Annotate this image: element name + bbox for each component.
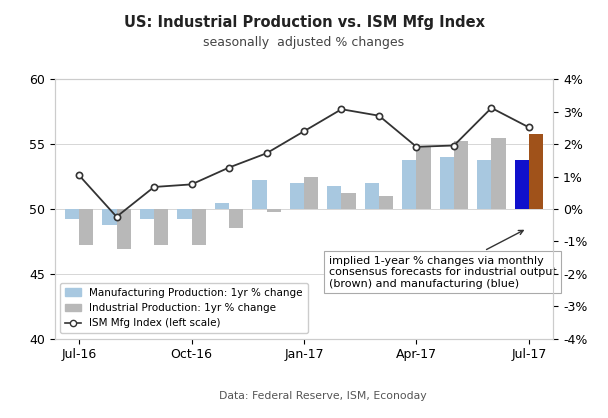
Bar xyxy=(342,193,356,209)
Text: TradingFloor·com: TradingFloor·com xyxy=(35,393,144,403)
Bar xyxy=(65,209,79,219)
Bar xyxy=(192,209,206,245)
Bar xyxy=(529,135,543,209)
Bar xyxy=(154,209,168,245)
Bar xyxy=(266,209,281,212)
Bar xyxy=(379,196,393,209)
Bar xyxy=(416,148,430,209)
Text: GROUP: GROUP xyxy=(13,402,33,407)
Bar xyxy=(365,183,379,209)
Bar xyxy=(178,209,192,219)
Bar xyxy=(304,176,318,209)
Text: implied 1-year % changes via monthly
consensus forecasts for industrial output
(: implied 1-year % changes via monthly con… xyxy=(329,230,557,289)
Text: SAXO: SAXO xyxy=(11,389,35,398)
Bar xyxy=(229,209,243,228)
Bar xyxy=(327,186,342,209)
Bar xyxy=(491,138,506,209)
Bar xyxy=(117,209,131,250)
Text: US: Industrial Production vs. ISM Mfg Index: US: Industrial Production vs. ISM Mfg In… xyxy=(123,15,485,30)
Bar xyxy=(454,141,468,209)
Legend: Manufacturing Production: 1yr % change, Industrial Production: 1yr % change, ISM: Manufacturing Production: 1yr % change, … xyxy=(60,283,308,334)
Bar xyxy=(402,161,416,209)
Bar xyxy=(140,209,154,219)
Bar xyxy=(79,209,94,245)
Bar xyxy=(215,202,229,209)
Bar xyxy=(440,157,454,209)
Text: seasonally  adjusted % changes: seasonally adjusted % changes xyxy=(204,36,404,48)
Bar xyxy=(477,161,491,209)
Bar xyxy=(514,161,529,209)
Bar xyxy=(290,183,304,209)
Text: Data: Federal Reserve, ISM, Econoday: Data: Federal Reserve, ISM, Econoday xyxy=(219,391,426,401)
Bar xyxy=(252,180,266,209)
Bar xyxy=(514,161,529,209)
Bar xyxy=(102,209,117,225)
